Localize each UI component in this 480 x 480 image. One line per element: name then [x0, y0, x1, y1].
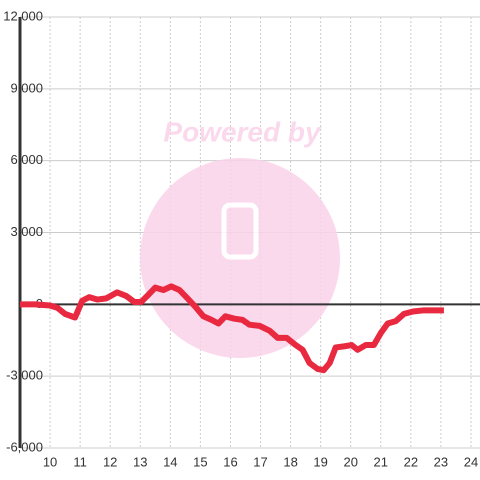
x-tick-label: 24: [464, 454, 478, 469]
x-tick-label: 12: [103, 454, 117, 469]
x-tick-label: 16: [223, 454, 237, 469]
watermark: Powered by: [140, 116, 340, 358]
x-tick-label: 18: [283, 454, 297, 469]
y-tick-label: 3,000: [10, 224, 43, 239]
y-tick-label: 12,000: [3, 8, 43, 23]
x-tick-label: 20: [343, 454, 357, 469]
x-tick-label: 11: [73, 454, 87, 469]
y-tick-label: 9,000: [10, 80, 43, 95]
y-tick-label: -3,000: [6, 368, 43, 383]
x-tick-label: 10: [43, 454, 57, 469]
x-tick-label: 13: [133, 454, 147, 469]
data-line: [20, 283, 444, 374]
x-tick-label: 19: [313, 454, 327, 469]
watermark-text: Powered by: [163, 116, 322, 147]
x-tick-label: 21: [374, 454, 388, 469]
x-tick-label: 22: [404, 454, 418, 469]
y-tick-label: -6,000: [6, 439, 43, 454]
x-tick-label: 23: [434, 454, 448, 469]
x-tick-label: 17: [253, 454, 267, 469]
x-tick-label: 14: [163, 454, 177, 469]
x-tick-label: 15: [193, 454, 207, 469]
y-tick-label: 6,000: [10, 152, 43, 167]
